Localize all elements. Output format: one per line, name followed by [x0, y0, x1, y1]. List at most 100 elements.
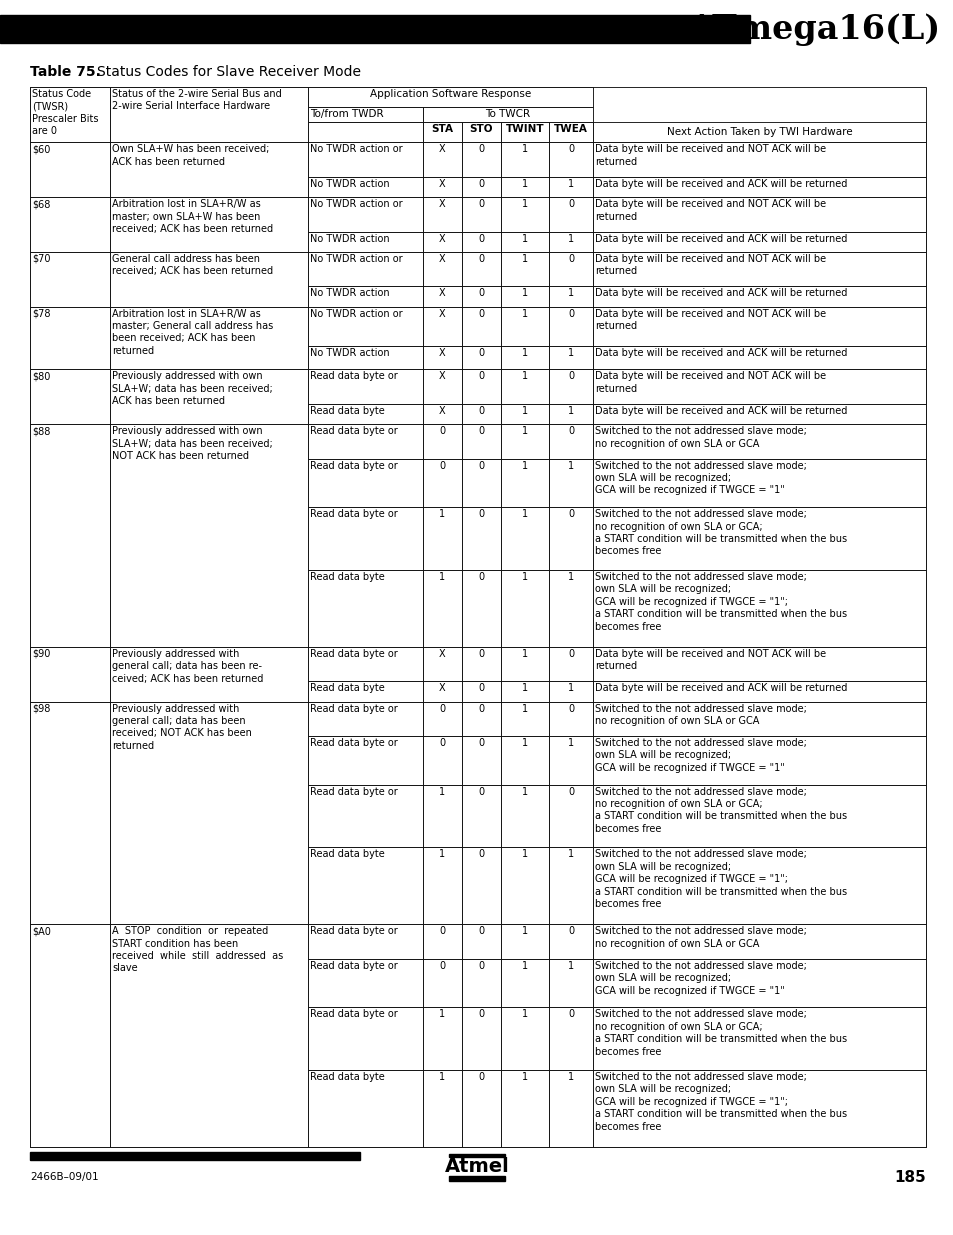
Bar — [461, 508, 500, 569]
Bar — [308, 569, 422, 647]
Bar — [593, 142, 925, 177]
Text: Switched to the not addressed slave mode;
own SLA will be recognized;
GCA will b: Switched to the not addressed slave mode… — [595, 572, 846, 631]
Text: 185: 185 — [893, 1170, 925, 1184]
Text: 1: 1 — [439, 850, 445, 860]
Bar — [422, 847, 461, 924]
Text: X: X — [438, 348, 445, 358]
Bar — [308, 958, 422, 1008]
Text: Switched to the not addressed slave mode;
own SLA will be recognized;
GCA will b: Switched to the not addressed slave mode… — [595, 850, 846, 909]
Text: $98: $98 — [32, 704, 51, 714]
Bar — [110, 86, 308, 142]
Bar — [461, 198, 500, 232]
Text: X: X — [438, 648, 445, 658]
Bar — [422, 369, 461, 404]
Bar — [461, 847, 500, 924]
Text: 1: 1 — [567, 179, 574, 189]
Bar — [461, 569, 500, 647]
Text: 1: 1 — [439, 572, 445, 582]
Bar — [461, 232, 500, 252]
Bar — [461, 736, 500, 784]
Bar — [593, 1070, 925, 1147]
Bar — [548, 1070, 593, 1147]
Text: 0: 0 — [567, 509, 574, 519]
Text: No TWDR action or: No TWDR action or — [310, 144, 402, 154]
Text: Data byte will be received and ACK will be returned: Data byte will be received and ACK will … — [595, 179, 846, 189]
Bar — [422, 287, 461, 306]
Text: 1: 1 — [567, 961, 574, 971]
Text: Read data byte or: Read data byte or — [310, 1009, 397, 1019]
Bar — [461, 252, 500, 287]
Bar — [593, 924, 925, 958]
Bar — [548, 647, 593, 682]
Text: Previously addressed with
general call; data has been
received; NOT ACK has been: Previously addressed with general call; … — [112, 704, 252, 751]
Bar — [548, 142, 593, 177]
Bar — [593, 682, 925, 701]
Bar — [461, 177, 500, 198]
Bar — [593, 647, 925, 682]
Bar — [500, 198, 548, 232]
Bar — [30, 924, 110, 1147]
Text: Read data byte or: Read data byte or — [310, 509, 397, 519]
Bar — [500, 1008, 548, 1070]
Bar — [422, 924, 461, 958]
Bar — [308, 287, 422, 306]
Text: Status Codes for Slave Receiver Mode: Status Codes for Slave Receiver Mode — [97, 65, 360, 79]
Text: 1: 1 — [521, 461, 528, 471]
Text: 1: 1 — [567, 1072, 574, 1082]
Bar — [548, 736, 593, 784]
Text: Switched to the not addressed slave mode;
no recognition of own SLA or GCA: Switched to the not addressed slave mode… — [595, 426, 806, 448]
Text: 1: 1 — [567, 461, 574, 471]
Text: X: X — [438, 683, 445, 693]
Bar — [461, 369, 500, 404]
Bar — [500, 958, 548, 1008]
Bar — [110, 424, 308, 647]
Bar — [461, 958, 500, 1008]
Bar — [593, 847, 925, 924]
Bar — [500, 232, 548, 252]
Text: 0: 0 — [567, 372, 574, 382]
Bar — [500, 404, 548, 424]
Text: 0: 0 — [439, 704, 445, 714]
Text: 1: 1 — [521, 233, 528, 243]
Bar — [0, 15, 749, 43]
Text: No TWDR action: No TWDR action — [310, 288, 389, 299]
Bar — [30, 701, 110, 924]
Bar — [548, 924, 593, 958]
Bar — [308, 198, 422, 232]
Text: Switched to the not addressed slave mode;
own SLA will be recognized;
GCA will b: Switched to the not addressed slave mode… — [595, 961, 806, 995]
Text: Read data byte: Read data byte — [310, 1072, 384, 1082]
Bar — [422, 177, 461, 198]
Bar — [548, 306, 593, 346]
Bar — [500, 122, 548, 142]
Text: 0: 0 — [478, 509, 484, 519]
Text: 0: 0 — [567, 787, 574, 797]
Bar — [422, 784, 461, 847]
Bar — [593, 569, 925, 647]
Bar — [500, 701, 548, 736]
Bar — [30, 198, 110, 252]
Text: Previously addressed with own
SLA+W; data has been received;
NOT ACK has been re: Previously addressed with own SLA+W; dat… — [112, 426, 273, 461]
Bar — [308, 1008, 422, 1070]
Bar — [593, 346, 925, 369]
Text: General call address has been
received; ACK has been returned: General call address has been received; … — [112, 254, 273, 277]
Text: Arbitration lost in SLA+R/W as
master; General call address has
been received; A: Arbitration lost in SLA+R/W as master; G… — [112, 309, 273, 356]
Text: X: X — [438, 179, 445, 189]
Text: Next Action Taken by TWI Hardware: Next Action Taken by TWI Hardware — [666, 127, 851, 137]
Bar — [422, 508, 461, 569]
Bar — [422, 569, 461, 647]
Bar — [422, 252, 461, 287]
Text: Data byte will be received and NOT ACK will be
returned: Data byte will be received and NOT ACK w… — [595, 309, 825, 331]
Text: STA: STA — [431, 125, 453, 135]
Text: 1: 1 — [521, 961, 528, 971]
Text: Arbitration lost in SLA+R/W as
master; own SLA+W has been
received; ACK has been: Arbitration lost in SLA+R/W as master; o… — [112, 199, 273, 233]
Text: 1: 1 — [521, 572, 528, 582]
Text: Read data byte or: Read data byte or — [310, 739, 397, 748]
Text: 1: 1 — [521, 1072, 528, 1082]
Bar — [548, 287, 593, 306]
Text: To TWCR: To TWCR — [485, 109, 530, 119]
Bar — [548, 847, 593, 924]
Bar — [308, 1070, 422, 1147]
Bar — [593, 1008, 925, 1070]
Text: 1: 1 — [567, 288, 574, 299]
Text: 0: 0 — [478, 179, 484, 189]
